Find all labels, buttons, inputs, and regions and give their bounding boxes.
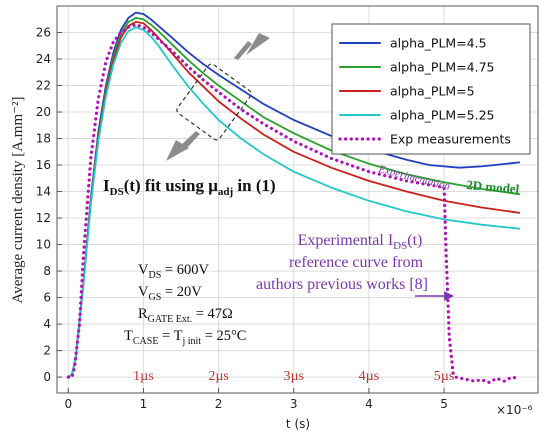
- time-mark-label: 5µs: [434, 369, 455, 384]
- legend-label: alpha_PLM=4.5: [390, 36, 487, 51]
- time-mark-label: 4µs: [359, 369, 380, 384]
- gray-arrow-up-right-icon: [234, 33, 270, 60]
- experimental-reference-note: Experimental IDS(t) reference curve from…: [256, 232, 454, 301]
- plot-frame: [56, 5, 539, 394]
- y-tick-label: 16: [36, 158, 51, 172]
- time-mark-label: 1µs: [133, 369, 154, 384]
- y-tick-label: 8: [43, 264, 51, 278]
- experimental-ref-line3: authors previous works [8]: [256, 276, 428, 293]
- x-tick-label: 5: [440, 397, 448, 411]
- series-line-exp-measurements: [66, 23, 521, 384]
- legend-label: alpha_PLM=5: [390, 84, 475, 99]
- y-tick-label: 0: [43, 370, 51, 384]
- y-tick-label: 18: [36, 132, 51, 146]
- time-mark-label: 2µs: [208, 369, 229, 384]
- x-ticks: 0 1 2 3 4 5: [64, 388, 448, 411]
- time-marks: 1µs 2µs 3µs 4µs 5µs: [133, 369, 454, 384]
- x-tick-label: 2: [215, 397, 223, 411]
- y-tick-label: 26: [36, 26, 51, 40]
- legend-label: Exp measurements: [390, 132, 511, 147]
- y-tick-label: 4: [43, 317, 51, 331]
- zoom-indicator: [166, 33, 270, 161]
- y-tick-label: 10: [36, 238, 51, 252]
- legend-box: [331, 23, 531, 155]
- y-tick-label: 20: [36, 105, 51, 119]
- legend: alpha_PLM=4.5 alpha_PLM=4.75 alpha_PLM=5al…: [331, 23, 531, 155]
- x-tick-label: 3: [290, 397, 298, 411]
- x-axis-title: t (s): [286, 417, 310, 431]
- x-tick-label: 0: [64, 397, 72, 411]
- param-vds: VDS = 600V: [138, 262, 209, 281]
- x-tick-label: 1: [140, 397, 148, 411]
- y-tick-label: 22: [36, 79, 51, 93]
- y-tick-label: 24: [36, 52, 51, 66]
- experimental-ref-line2: reference curve from: [289, 254, 424, 271]
- y-axis-title: Average current density [A.mm⁻²]: [10, 96, 26, 303]
- param-rgate: RGATE Ext. = 47Ω: [138, 306, 233, 325]
- experimental-ref-line1: Experimental IDS(t): [298, 232, 423, 252]
- y-tick-label: 12: [36, 211, 51, 225]
- zoom-box: [176, 63, 252, 141]
- time-mark-label: 3µs: [283, 369, 304, 384]
- operating-conditions: VDS = 600V VGS = 20V RGATE Ext. = 47Ω TC…: [124, 262, 246, 347]
- 2d-model-label: 2D model: [466, 177, 521, 197]
- x-tick-label: 4: [365, 397, 373, 411]
- gray-arrow-down-left-icon: [166, 131, 200, 161]
- experimentation-label: Experimentation: [376, 163, 451, 193]
- legend-label: alpha_PLM=5.25: [390, 108, 495, 123]
- y-tick-label: 14: [36, 185, 51, 199]
- legend-label: alpha_PLM=4.75: [390, 60, 495, 75]
- ids-fit-annotation: IDS(t) fit using μadj in (1): [103, 176, 276, 198]
- series-lines: [66, 11, 521, 384]
- y-tick-label: 6: [43, 291, 51, 305]
- y-tick-label: 2: [43, 344, 51, 358]
- param-vgs: VGS = 20V: [138, 284, 202, 303]
- x-axis-multiplier: ×10⁻⁶: [496, 403, 533, 417]
- param-tcase: TCASE = Tj init = 25°C: [124, 328, 246, 347]
- series-line-alpha-plm-5-25: [67, 26, 521, 379]
